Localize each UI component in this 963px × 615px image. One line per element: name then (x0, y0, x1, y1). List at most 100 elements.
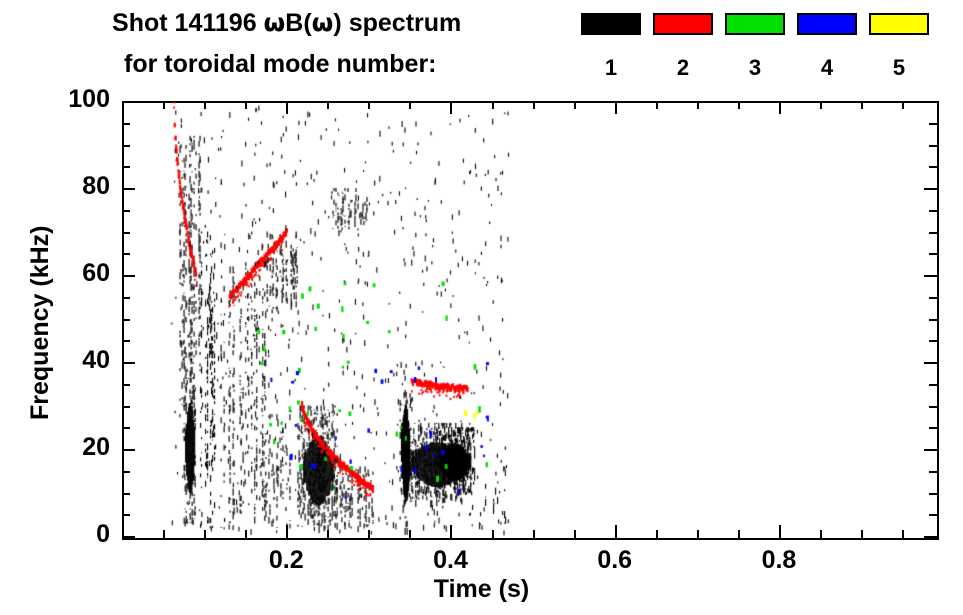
y-tick-label: 60 (82, 259, 110, 287)
legend-label-5: 5 (892, 55, 906, 80)
x-tick-label: 0.4 (433, 546, 468, 574)
y-tick-right (929, 253, 937, 255)
x-tick (492, 530, 494, 538)
x-tick (697, 530, 699, 538)
y-tick-right (929, 340, 937, 342)
figure-title-line-1: Shot 141196 ωB(ω) spectrum (112, 8, 462, 37)
y-tick-label: 100 (68, 85, 110, 113)
x-tick-top (738, 101, 740, 109)
x-tick (163, 530, 165, 538)
x-tick (327, 530, 329, 538)
x-tick-top (697, 101, 699, 109)
y-tick-right (924, 449, 937, 451)
x-tick (902, 530, 904, 538)
y-tick-right (929, 319, 937, 321)
y-tick (122, 427, 130, 429)
x-tick (368, 530, 370, 538)
y-tick (122, 384, 130, 386)
y-tick (122, 188, 135, 190)
spectrogram-canvas (123, 102, 935, 536)
figure-title-line-2: for toroidal mode number: (124, 50, 437, 78)
legend-swatch-1 (581, 13, 641, 35)
y-tick-right (924, 536, 937, 538)
x-tick-label: 0.2 (268, 546, 304, 574)
y-tick (122, 449, 135, 451)
x-tick-top (902, 101, 904, 109)
legend-label-2: 2 (676, 55, 690, 80)
x-tick-top (122, 101, 124, 114)
y-axis-title: Frequency (kHz) (26, 225, 54, 420)
x-axis-title: Time (s) (433, 575, 530, 603)
y-tick (122, 253, 130, 255)
x-tick (204, 530, 206, 538)
legend-label-3: 3 (748, 55, 762, 80)
y-tick-right (924, 101, 937, 103)
x-tick-top (533, 101, 535, 109)
x-tick (409, 530, 411, 538)
x-tick-top (163, 101, 165, 109)
y-tick-right (924, 362, 937, 364)
x-tick-top (574, 101, 576, 109)
y-tick-label: 0 (96, 520, 110, 548)
x-tick-top (656, 101, 658, 109)
x-tick-top (368, 101, 370, 109)
y-tick (122, 362, 135, 364)
legend-swatch-5 (869, 13, 929, 35)
x-tick (533, 530, 535, 538)
y-tick-right (929, 145, 937, 147)
y-tick-right (924, 188, 937, 190)
x-tick (779, 525, 781, 538)
y-tick-right (924, 275, 937, 277)
x-tick-top (450, 101, 452, 114)
x-tick-top (409, 101, 411, 109)
y-tick (122, 471, 130, 473)
y-tick-right (929, 123, 937, 125)
y-tick-label: 20 (82, 433, 110, 461)
y-tick-right (929, 514, 937, 516)
y-tick (122, 166, 130, 168)
y-tick-right (929, 427, 937, 429)
y-tick (122, 406, 130, 408)
y-tick-label: 80 (82, 172, 110, 200)
legend-swatch-3 (725, 13, 785, 35)
y-tick (122, 101, 135, 103)
legend-swatch-4 (797, 13, 857, 35)
y-tick (122, 493, 130, 495)
x-tick-top (327, 101, 329, 109)
y-tick-right (929, 406, 937, 408)
x-tick-label: 0.6 (597, 546, 633, 574)
y-tick-right (929, 384, 937, 386)
y-tick-right (929, 493, 937, 495)
x-tick (450, 525, 452, 538)
y-tick-right (929, 297, 937, 299)
x-tick (574, 530, 576, 538)
x-tick-top (779, 101, 781, 114)
x-tick (615, 525, 617, 538)
x-tick (122, 525, 124, 538)
y-tick (122, 123, 130, 125)
x-tick-top (615, 101, 617, 114)
y-tick (122, 210, 130, 212)
x-tick (286, 525, 288, 538)
y-tick (122, 145, 130, 147)
y-tick (122, 232, 130, 234)
legend-swatch-2 (653, 13, 713, 35)
x-tick (820, 530, 822, 538)
x-tick-top (861, 101, 863, 109)
x-tick-top (286, 101, 288, 114)
y-tick-right (929, 232, 937, 234)
x-tick (656, 530, 658, 538)
y-tick-right (929, 210, 937, 212)
x-tick (861, 530, 863, 538)
x-tick-label: 0.8 (761, 546, 797, 574)
y-tick-right (929, 471, 937, 473)
y-tick-right (929, 166, 937, 168)
x-tick-top (492, 101, 494, 109)
y-tick (122, 340, 130, 342)
y-tick (122, 275, 135, 277)
legend-label-1: 1 (604, 55, 618, 80)
legend-label-4: 4 (820, 55, 834, 80)
x-tick-top (245, 101, 247, 109)
y-tick (122, 319, 130, 321)
